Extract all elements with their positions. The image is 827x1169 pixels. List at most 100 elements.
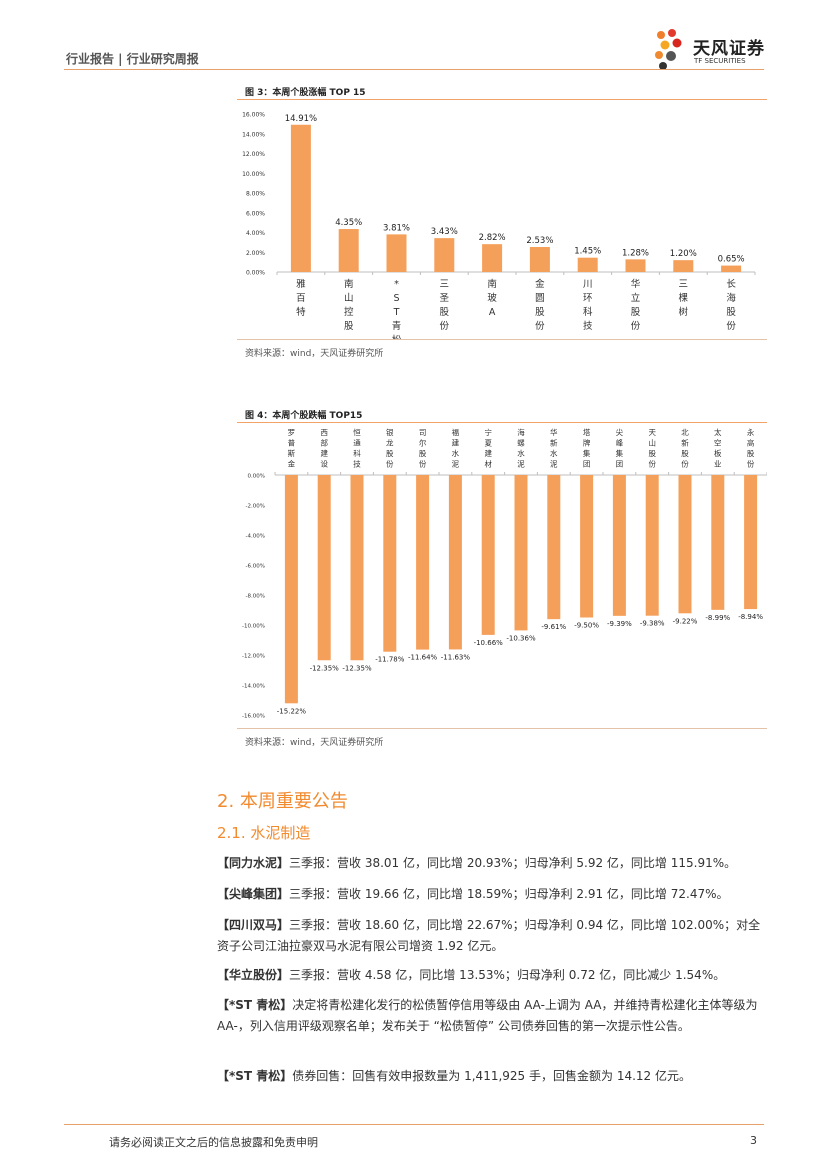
y-tick-label: 4.00% <box>246 230 265 237</box>
category-label: 塔牌集团 <box>583 427 591 469</box>
category-label: 宁夏建材 <box>484 427 492 469</box>
bar <box>645 475 659 616</box>
announcement-5: 【*ST 青松】决定将青松建化发行的松债暂停信用等级由 AA-上调为 AA，并维… <box>217 995 767 1037</box>
y-tick-label: -6.00% <box>246 564 265 570</box>
company-tag: 【华立股份】 <box>217 968 290 982</box>
data-label: 14.91% <box>285 114 317 124</box>
announcement-text: 债券回售：回售有效申报数量为 1,411,925 手，回售金额为 14.12 亿… <box>292 1069 691 1083</box>
data-label: 4.35% <box>335 218 362 228</box>
bar <box>416 475 430 650</box>
bar <box>482 244 503 272</box>
gainers-bar-chart: 16.00% 14.00% 12.00% 10.00% 8.00% 6.00% 4.00% 2… <box>242 112 756 339</box>
data-label: -9.61% <box>541 623 566 631</box>
bar <box>386 234 407 272</box>
data-label: -9.39% <box>607 620 632 628</box>
category-label: 西部建设 <box>320 428 328 469</box>
y-tick-label: 6.00% <box>246 210 265 217</box>
y-tick-label: -12.00% <box>242 654 265 660</box>
announcement-2: 【尖峰集团】三季报：营收 19.66 亿，同比增 18.59%；归母净利 2.9… <box>217 884 767 905</box>
bar <box>434 238 455 272</box>
bar <box>744 475 758 610</box>
figure3-title: 图 3：本周个股涨幅 TOP 15 <box>245 88 366 98</box>
y-tick-label: 14.00% <box>242 131 265 138</box>
category-label: 三圣股份 <box>440 279 450 332</box>
logo-sub: TF SECURITIES <box>694 57 746 65</box>
bar <box>317 475 331 661</box>
company-logo: 天风证券 TF SECURITIES <box>651 28 771 72</box>
y-tick-label: -8.00% <box>246 594 265 600</box>
y-tick-label: 16.00% <box>242 112 265 119</box>
y-tick-label: 10.00% <box>242 171 265 178</box>
category-label: 永高股份 <box>747 427 755 469</box>
bar <box>625 259 646 272</box>
data-label: -11.78% <box>375 656 405 664</box>
bar <box>350 475 364 661</box>
data-label: -11.64% <box>408 654 438 662</box>
figure3-bottom-rule <box>237 339 767 340</box>
figure3-source: 资料来源：wind，天风证券研究所 <box>245 349 384 359</box>
category-label: 恒通科技 <box>353 427 361 469</box>
company-tag: 【*ST 青松】 <box>217 1069 293 1083</box>
y-tick-label: -14.00% <box>242 684 265 690</box>
figure4-bottom-rule <box>237 728 767 729</box>
category-label: 长海股份 <box>726 278 736 332</box>
data-label: -12.35% <box>342 664 372 672</box>
logo-name: 天风证券 <box>693 39 765 59</box>
data-label: 3.81% <box>383 223 410 233</box>
company-tag: 【*ST 青松】 <box>217 998 293 1012</box>
category-label: 川环科技 <box>583 279 593 332</box>
category-label: 天山股份 <box>648 428 656 469</box>
data-label: -12.35% <box>310 664 340 672</box>
category-label: 华新水泥 <box>550 427 558 469</box>
announcement-1: 【同力水泥】三季报：营收 38.01 亿，同比增 20.93%；归母净利 5.9… <box>217 853 767 874</box>
bar <box>711 475 725 610</box>
figure4-title: 图 4：本周个股跌幅 TOP15 <box>245 411 363 421</box>
announcement-text: 决定将青松建化发行的松债暂停信用等级由 AA-上调为 AA，并维持青松建化主体等… <box>217 998 758 1033</box>
y-tick-label: -16.00% <box>242 714 265 720</box>
data-label: -9.50% <box>574 622 599 630</box>
bar <box>547 475 561 620</box>
company-tag: 【同力水泥】 <box>217 856 290 870</box>
category-label: 南山控股 <box>344 278 354 332</box>
figure4-source: 资料来源：wind，天风证券研究所 <box>245 738 384 748</box>
announcement-3: 【四川双马】三季报：营收 18.60 亿，同比增 22.67%；归母净利 0.9… <box>217 915 767 957</box>
category-label: 尖峰集团 <box>616 427 624 469</box>
category-label: 罗普斯金 <box>288 428 296 469</box>
bar <box>580 475 594 618</box>
category-label: 三棵树 <box>679 279 689 318</box>
announcement-text: 三季报：营收 19.66 亿，同比增 18.59%；归母净利 2.91 亿，同比… <box>289 887 729 901</box>
y-tick-label: 0.00% <box>248 474 265 480</box>
y-tick-label: 8.00% <box>246 191 265 198</box>
category-label: 司尔股份 <box>419 428 427 469</box>
subsection-heading: 2.1. 水泥制造 <box>217 824 311 842</box>
category-label: 华立股份 <box>631 278 641 332</box>
bar <box>481 475 495 635</box>
disclaimer: 请务必阅读正文之后的信息披露和免责申明 <box>109 1136 318 1149</box>
bar <box>721 265 742 272</box>
category-label: 北新股份 <box>681 428 689 469</box>
losers-bar-chart: 0.00% -2.00% -4.00% -6.00% -8.00% -10.00% -12.… <box>242 427 767 720</box>
page-number: 3 <box>750 1134 757 1147</box>
y-tick-label: 2.00% <box>246 250 265 257</box>
category-label: 南玻 A <box>487 278 497 318</box>
data-label: 2.53% <box>526 236 553 246</box>
bar <box>284 475 298 704</box>
category-label: 太空板业 <box>714 427 722 469</box>
data-label: -10.66% <box>474 639 504 647</box>
data-label: -11.63% <box>441 653 471 661</box>
data-label: 2.82% <box>479 233 506 243</box>
bar <box>338 229 359 272</box>
y-tick-label: -4.00% <box>246 534 265 540</box>
company-tag: 【尖峰集团】 <box>217 887 290 901</box>
announcement-6: 【*ST 青松】债券回售：回售有效申报数量为 1,411,925 手，回售金额为… <box>217 1066 767 1087</box>
bar <box>577 257 598 272</box>
bar <box>383 475 397 652</box>
report-category: 行业报告 | 行业研究周报 <box>66 52 199 66</box>
announcement-text: 三季报：营收 18.60 亿，同比增 22.67%；归母净利 0.94 亿，同比… <box>217 918 761 953</box>
bar <box>514 475 528 631</box>
announcement-text: 三季报：营收 4.58 亿，同比增 13.53%；归母净利 0.72 亿，同比减… <box>289 968 726 982</box>
y-tick-label: 12.00% <box>242 151 265 158</box>
category-label: 金圆股份 <box>535 278 545 332</box>
header-rule <box>64 69 764 70</box>
